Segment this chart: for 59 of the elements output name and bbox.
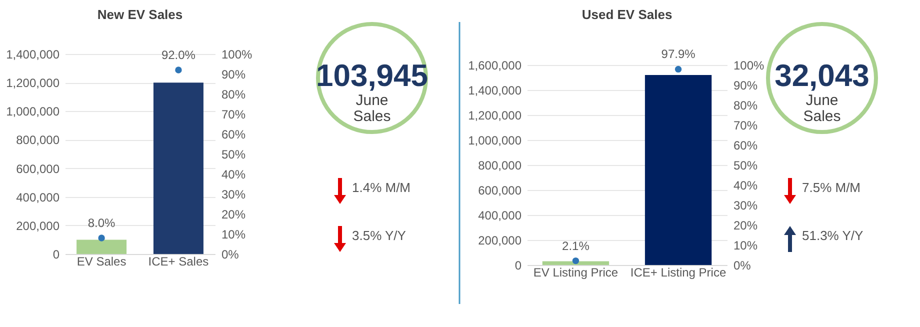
chart-title: Used EV Sales — [582, 7, 672, 22]
y2-tick-label: 90% — [734, 78, 758, 92]
y2-tick-label: 70% — [734, 118, 758, 132]
text: June — [806, 92, 838, 109]
chart-title: New EV Sales — [97, 7, 183, 22]
y2-tick-label: 70% — [222, 108, 246, 122]
y-tick-label: 400,000 — [16, 190, 60, 204]
data-label: 2.1% — [562, 238, 590, 253]
text: Sales — [352, 108, 392, 125]
data-label: 92.0% — [161, 48, 196, 62]
y2-tick-label: 100% — [222, 48, 253, 62]
y2-tick-label: 100% — [734, 58, 765, 72]
data-label: 8.0% — [88, 216, 116, 230]
y-tick-label: 1,200,000 — [468, 108, 522, 122]
y2-tick-label: 20% — [734, 218, 758, 232]
y2-tick-label: 40% — [734, 178, 758, 192]
y2-tick-label: 80% — [734, 98, 758, 112]
y-tick-label: 800,000 — [478, 158, 522, 172]
y2-tick-label: 20% — [222, 208, 246, 222]
y2-tick-label: 10% — [734, 238, 758, 252]
data-label: 97.9% — [661, 47, 696, 62]
text: Sales — [803, 108, 841, 125]
y-tick-label: 200,000 — [478, 234, 522, 248]
y-tick-label: 1,000,000 — [6, 104, 60, 119]
x-tick-label: EV Sales — [76, 254, 126, 268]
text: 32,043 — [774, 58, 870, 93]
y-tick-label: 0 — [514, 258, 522, 272]
y2-tick-label: 50% — [222, 148, 246, 162]
text: 103,945 — [314, 58, 430, 94]
y-tick-label: 600,000 — [16, 162, 60, 176]
y2-tick-label: 60% — [734, 138, 758, 152]
y-tick-label: 0 — [52, 248, 60, 262]
y-tick-label: 1,600,000 — [468, 58, 522, 72]
x-tick-label: EV Listing Price — [533, 266, 618, 280]
text: June — [354, 92, 390, 109]
y2-tick-label: 80% — [222, 88, 246, 102]
y2-tick-label: 0% — [734, 258, 752, 272]
y2-tick-label: 30% — [222, 188, 246, 202]
text: 7.5% M/M — [802, 180, 861, 195]
y-tick-label: 1,400,000 — [6, 48, 60, 62]
y2-tick-label: 90% — [222, 68, 246, 82]
y2-tick-label: 50% — [734, 158, 758, 172]
text: 51.3% Y/Y — [802, 228, 864, 243]
y2-tick-label: 60% — [222, 128, 246, 142]
y-tick-label: 200,000 — [16, 218, 60, 233]
y2-tick-label: 40% — [222, 168, 246, 182]
y-tick-label: 1,000,000 — [468, 134, 522, 148]
y-tick-label: 800,000 — [16, 133, 60, 148]
y-tick-label: 600,000 — [478, 184, 522, 198]
y2-tick-label: 10% — [222, 228, 246, 242]
y-tick-label: 400,000 — [478, 208, 522, 222]
y2-tick-label: 30% — [734, 198, 758, 212]
x-tick-label: ICE+ Listing Price — [630, 266, 726, 280]
y2-tick-label: 0% — [222, 248, 240, 262]
text: 3.5% Y/Y — [352, 228, 406, 243]
y-tick-label: 1,400,000 — [468, 84, 522, 98]
text: 1.4% M/M — [352, 180, 411, 195]
x-tick-label: ICE+ Sales — [148, 254, 209, 268]
y-tick-label: 1,200,000 — [6, 76, 60, 90]
